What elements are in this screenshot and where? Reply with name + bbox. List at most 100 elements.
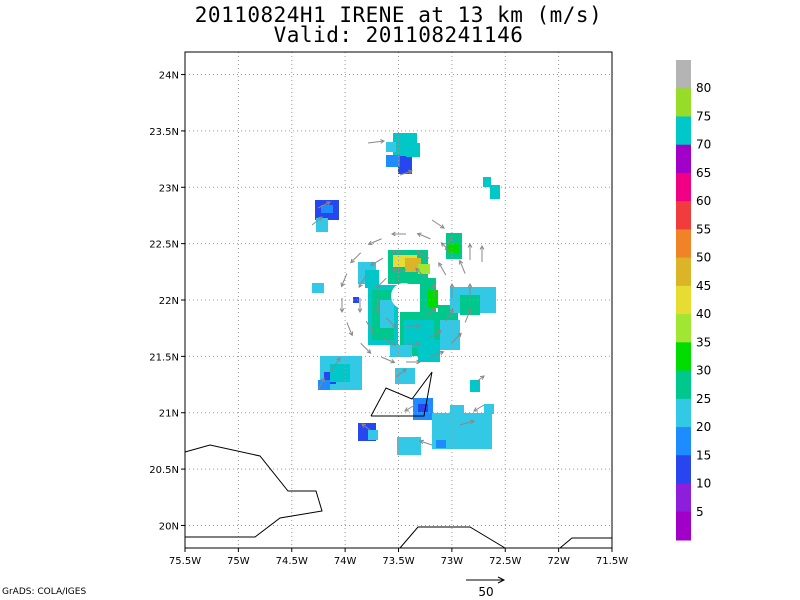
colorbar-swatch [676,342,691,372]
colorbar-label: 5 [696,505,704,519]
colorbar-label: 55 [696,222,711,236]
y-tick-label: 22.5N [149,240,179,251]
wind-vector [473,404,485,412]
wind-vector [311,216,323,226]
wind-cell [490,185,500,199]
wind-cell [418,264,430,274]
colorbar-swatch [676,314,691,343]
wind-vector [375,298,381,314]
wind-vector [381,356,396,364]
x-tick-label: 72W [547,556,570,567]
wind-cell [483,177,491,187]
wind-vector [329,357,341,373]
wind-vector [406,323,422,329]
wind-vector [399,169,413,176]
wind-vector [425,307,437,319]
axis-ticks [181,74,613,552]
wind-vector [361,423,371,431]
wind-vector [390,231,406,237]
colorbar-label: 10 [696,477,711,491]
wind-vector [365,320,374,335]
wind-vector [444,237,452,251]
wind-cell [316,218,328,232]
wind-cell [428,290,438,308]
wind-vector [367,139,386,144]
x-tick-label: 75W [227,556,250,567]
colorbar-label: 75 [696,109,711,123]
wind-vector [346,322,354,337]
colorbar-label: 70 [696,138,711,152]
wind-vector [445,307,454,322]
wind-vector [406,341,422,347]
colorbar-swatch [676,398,691,428]
colorbar-swatch [676,427,691,456]
wind-vector [406,359,422,365]
reference-vector-arrow-icon [466,576,506,584]
wind-vector [390,249,406,255]
colorbar-swatch [676,201,691,230]
wind-vector [340,273,348,288]
colorbar-label: 80 [696,81,711,95]
y-tick-label: 23.5N [149,127,179,138]
wind-vector [375,277,387,289]
colorbar-label: 20 [696,420,711,434]
colorbar-label: 35 [696,335,711,349]
wind-cell [386,142,396,152]
wind-cell [398,156,412,174]
wind-vector [317,377,325,391]
wind-vector [358,274,367,289]
wind-vector [350,252,362,264]
colorbar-swatch [676,257,691,287]
colorbar-swatch [676,483,691,513]
wind-cell [312,283,324,293]
x-tick-label: 73W [441,556,464,567]
y-tick-label: 22N [159,296,179,307]
y-tick-label: 20.5N [149,465,179,476]
colorbar-swatch [676,144,691,174]
y-tick-label: 21.5N [149,352,179,363]
wind-cell [484,404,494,414]
colorbar-label: 45 [696,279,711,293]
colorbar-swatch [676,172,691,202]
colorbar-swatch [676,60,691,89]
coastline [184,371,612,549]
wind-vector [385,317,397,329]
y-tick-label: 23N [159,183,179,194]
map-title: 20110824H1 IRENE at 13 km (m/s) [194,3,603,27]
colorbar-label: 30 [696,364,711,378]
colorbar-swatch [676,285,691,315]
wind-cell [406,143,420,157]
wind-vector [395,368,407,378]
wind-vector [431,219,445,229]
colorbar-label: 60 [696,194,711,208]
wind-vector [459,419,476,426]
wind-vector [339,298,345,314]
wind-vector [467,282,473,298]
wind-vector [419,439,433,446]
wind-vector [430,350,445,358]
wind-cell [418,404,428,412]
wind-cell [365,270,379,288]
wind-cell [390,345,412,357]
wind-cell [395,368,415,384]
wind-vector [449,282,455,298]
wind-vector [450,332,462,344]
wind-vector [415,250,430,259]
coastline-hispaniola-north [399,526,506,549]
colorbar-swatch [676,116,691,146]
wind-cell [321,205,333,213]
wind-cell [318,380,330,390]
coastline-turks-caicos [370,371,433,417]
x-tick-label: 74W [334,556,357,567]
axis-tick-labels: 75.5W 75W 74.5W 74W 73.5W 73W 72.5W 72W 71.5W 24N… [149,71,628,567]
colorbar-swatch [676,229,691,259]
wind-vector [416,232,431,240]
wind-vector [390,267,406,273]
wind-vector [367,238,382,246]
y-tick-label: 20N [159,521,179,532]
wind-cell [386,155,400,167]
wind-vector [357,298,363,314]
wind-cell [470,380,480,392]
wind-vector [317,201,331,209]
